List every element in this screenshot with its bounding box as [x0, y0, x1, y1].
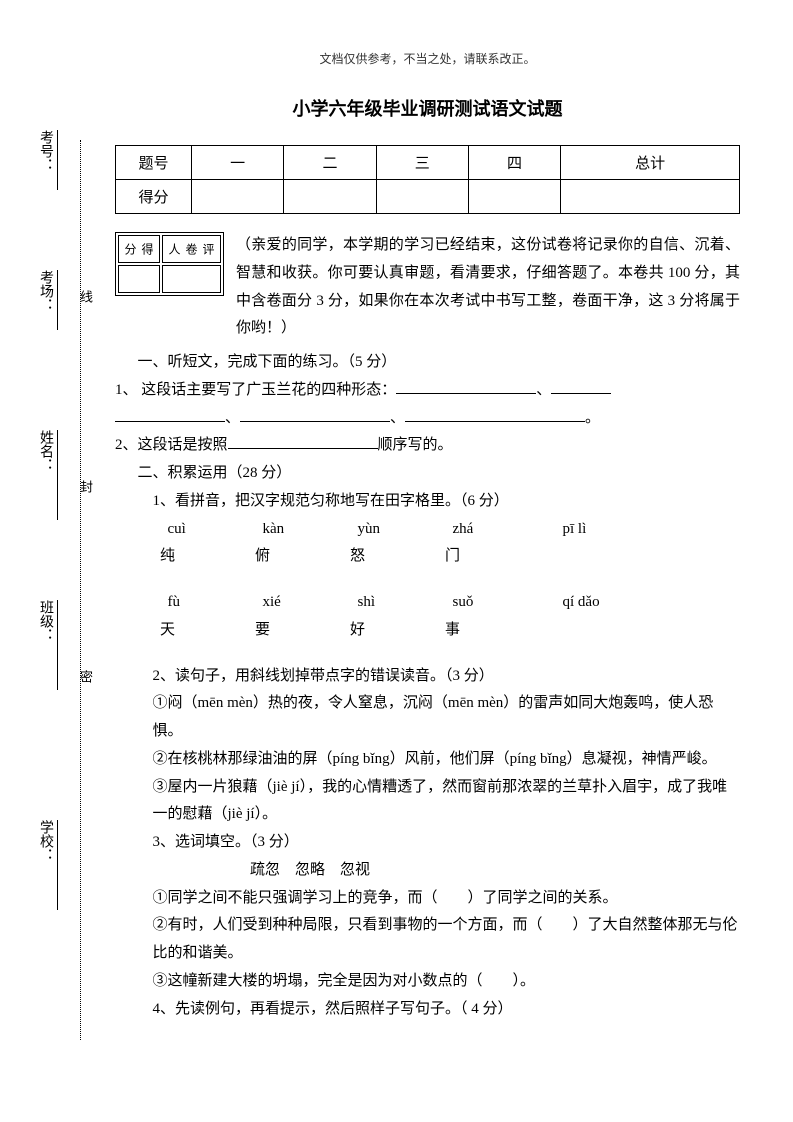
q2-3-3: ③这幢新建大楼的坍塌，完全是因为对小数点的（ ）。	[115, 968, 740, 996]
side-field-name: 姓名：	[40, 430, 58, 520]
side-field-exam-id: 考号：	[40, 130, 58, 190]
disclaimer-text: 文档仅供参考，不当之处，请联系改正。	[115, 50, 740, 67]
cut-label-2: 封	[76, 480, 95, 497]
q1-1: 1、 这段话主要写了广玉兰花的四种形态：、	[115, 377, 740, 405]
main-content: 文档仅供参考，不当之处，请联系改正。 小学六年级毕业调研测试语文试题 题号 一 …	[115, 50, 740, 1023]
score-table: 题号 一 二 三 四 总计 得分	[115, 145, 740, 214]
q2-2: 2、读句子，用斜线划掉带点字的错误读音。（3 分）	[115, 663, 740, 691]
binding-sidebar: 考号： 线 考场： 姓名： 封 班级： 密 学校：	[30, 140, 100, 1040]
cut-label-1: 线	[76, 290, 95, 307]
q2-3: 3、选词填空。（3 分）	[115, 829, 740, 857]
q2-3-2: ②有时，人们受到种种局限，只看到事物的一个方面，而（ ）了大自然整体那无与伦比的…	[115, 912, 740, 968]
q2-2-2: ②在核桃林那绿油油的屏（píng bǐng）风前，他们屏（píng bǐng）息…	[115, 746, 740, 774]
grade-score: 得分	[118, 235, 160, 263]
th-1: 一	[192, 146, 284, 180]
th-score: 得分	[116, 180, 192, 214]
side-field-class: 班级：	[40, 600, 58, 690]
th-section: 题号	[116, 146, 192, 180]
score-cell-total	[561, 180, 740, 214]
q2-4: 4、先读例句，再看提示，然后照样子写句子。（ 4 分）	[115, 996, 740, 1024]
th-total: 总计	[561, 146, 740, 180]
q2-2-3: ③屋内一片狼藉（jiè jí），我的心情糟透了，然而窗前那浓翠的兰草扑入眉宇，成…	[115, 774, 740, 830]
grader-box: 得分 评卷人	[115, 232, 224, 296]
side-field-school: 学校：	[40, 820, 58, 910]
q2-2-1: ①闷（mēn mèn）热的夜，令人窒息，沉闷（mēn mèn）的雷声如同大炮轰鸣…	[115, 690, 740, 746]
section-1-heading: 一、听短文，完成下面的练习。（5 分）	[115, 349, 740, 377]
dotted-cut-line	[80, 140, 81, 1040]
char-row-1: 纯俯怒门	[115, 543, 740, 571]
score-cell-3	[376, 180, 468, 214]
cut-label-3: 密	[76, 670, 95, 687]
pinyin-row-1: cuìkànyùnzhápī lì	[115, 516, 740, 544]
th-3: 三	[376, 146, 468, 180]
score-cell-4	[468, 180, 560, 214]
section-2-heading: 二、积累运用（28 分）	[115, 460, 740, 488]
intro-paragraph: （亲爱的同学，本学期的学习已经结束，这份试卷将记录你的自信、沉着、智慧和收获。你…	[224, 232, 740, 343]
side-field-room: 考场：	[40, 270, 58, 330]
exam-title: 小学六年级毕业调研测试语文试题	[115, 95, 740, 121]
th-2: 二	[284, 146, 376, 180]
th-4: 四	[468, 146, 560, 180]
score-cell-1	[192, 180, 284, 214]
q1-1b: 、、。	[115, 405, 740, 433]
exam-body: 一、听短文，完成下面的练习。（5 分） 1、 这段话主要写了广玉兰花的四种形态：…	[115, 349, 740, 1023]
char-row-2: 天要好事	[115, 617, 740, 645]
q1-2: 2、这段话是按照顺序写的。	[115, 432, 740, 460]
pinyin-row-2: fùxiéshìsuǒqí dǎo	[115, 589, 740, 617]
grade-person: 评卷人	[162, 235, 221, 263]
q2-1: 1、看拼音，把汉字规范匀称地写在田字格里。（6 分）	[115, 488, 740, 516]
q2-3-1: ①同学之间不能只强调学习上的竞争，而（ ）了同学之间的关系。	[115, 885, 740, 913]
score-cell-2	[284, 180, 376, 214]
q2-3-words: 疏忽 忽略 忽视	[115, 857, 740, 885]
